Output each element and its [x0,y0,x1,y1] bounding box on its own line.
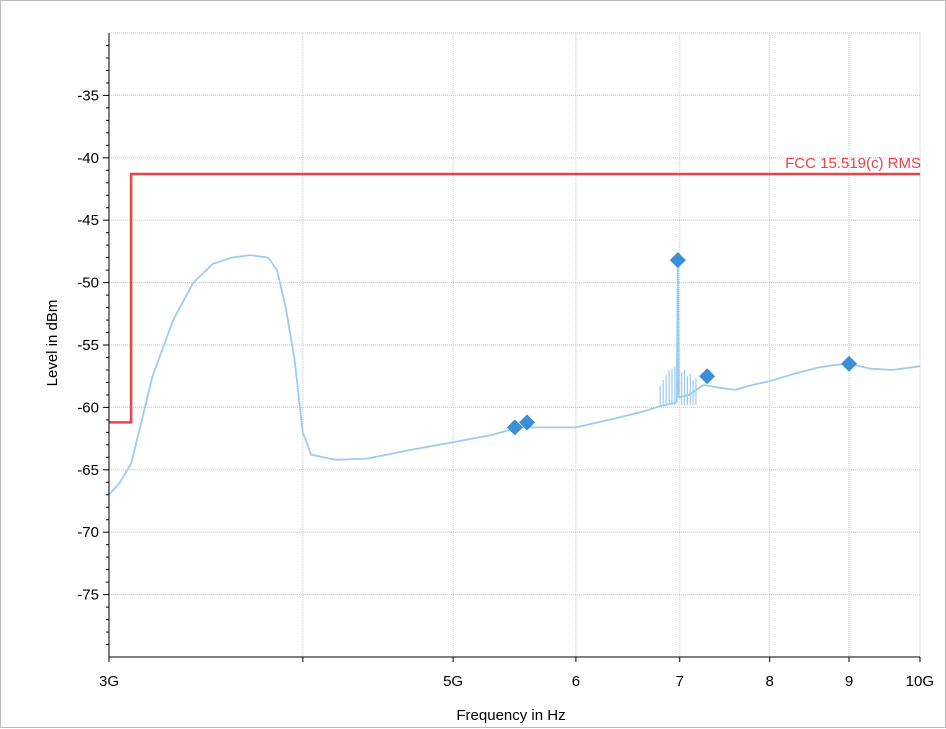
x-tick-label: 9 [845,673,853,690]
marker-group [506,252,858,436]
y-axis-title: Level in dBm [44,300,61,387]
x-axis-title: Frequency in Hz [456,707,565,724]
limit-line [109,172,920,424]
peak-marker [506,419,523,436]
y-tick-label: -35 [77,87,99,104]
x-tick-label: 3G [99,673,119,690]
y-tick-label: -60 [77,399,99,416]
peak-marker [669,252,686,269]
axes [103,33,921,662]
limit-line-group [109,172,920,424]
limit-line-label: FCC 15.519(c) RMS [785,155,921,172]
peak-marker [699,368,716,385]
y-tick-label: -75 [77,587,99,604]
y-tick-label: -55 [77,337,99,354]
y-tick-label: -50 [77,275,99,292]
y-tick-label: -70 [77,524,99,541]
x-tick-label: 10G [906,673,934,690]
peak-marker [519,414,536,431]
grid-lines [108,32,921,657]
x-tick-label: 8 [766,673,774,690]
y-tick-label: -40 [77,150,99,167]
y-tick-label: -65 [77,462,99,479]
peak-marker [841,355,858,372]
x-tick-label: 5G [443,673,463,690]
spectrum-trace-group [108,254,921,496]
x-tick-label: 6 [572,673,580,690]
spectrum-trace [108,254,921,496]
x-tick-label: 7 [676,673,684,690]
y-tick-label: -45 [77,212,99,229]
tick-labels: -35 -40 -45 -50 -55 -60 -65 -70 -75 3G 5G 6 7 8 9 10G [77,87,934,690]
